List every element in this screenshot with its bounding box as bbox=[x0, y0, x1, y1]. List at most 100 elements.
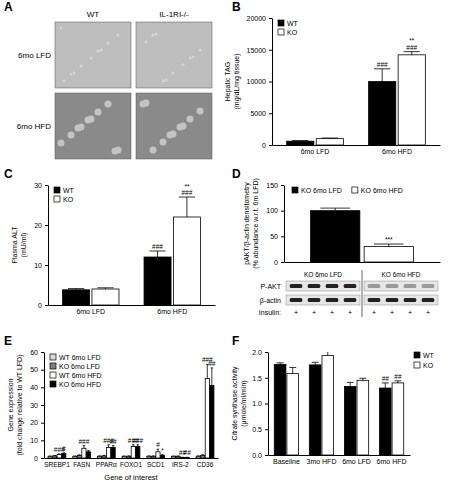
y-tick: 0 bbox=[274, 259, 284, 266]
blot-separator bbox=[362, 270, 363, 317]
significance-mark: ### bbox=[406, 44, 417, 51]
micrograph-texture bbox=[115, 147, 122, 154]
y-tick-mark bbox=[269, 50, 272, 51]
error-bar bbox=[99, 455, 100, 456]
y-tick-label: 10000 bbox=[247, 78, 267, 85]
micrograph-texture bbox=[60, 27, 63, 30]
error-cap bbox=[186, 457, 189, 458]
significance-mark: ### bbox=[132, 437, 143, 444]
y-tick: 150 bbox=[266, 182, 284, 189]
y-tick-mark bbox=[269, 113, 272, 114]
x-axis: Baseline3mo HFD6mo LFD6mo HFD bbox=[269, 455, 411, 465]
treatment-mark: + bbox=[312, 309, 316, 316]
x-tick-label: SCD1 bbox=[147, 461, 165, 468]
bar bbox=[77, 455, 81, 458]
y-tick-label: 0.5 bbox=[252, 426, 262, 433]
x-tick: FASN bbox=[73, 458, 90, 468]
y-tick-mark bbox=[265, 455, 268, 456]
y-axis-title: (μmole/ml/min) bbox=[240, 380, 248, 426]
y-tick-mark bbox=[265, 378, 268, 379]
error-bar bbox=[148, 455, 149, 456]
legend-label: WT bbox=[423, 352, 435, 359]
annotations: #### bbox=[382, 373, 402, 382]
micrograph-texture bbox=[70, 73, 73, 76]
error-bar bbox=[292, 367, 293, 373]
x-tick: 6mo LFD bbox=[301, 145, 330, 155]
chart-panel: B###**###050001000015000200006mo LFD6mo … bbox=[224, 0, 441, 155]
blot-band bbox=[386, 284, 399, 288]
legend-swatch bbox=[414, 362, 420, 368]
x-axis-line bbox=[273, 145, 441, 146]
micrograph-texture bbox=[165, 79, 168, 82]
legend-label: WT 6mo HFD bbox=[59, 372, 102, 379]
blot-band bbox=[422, 284, 435, 288]
panel-letter: D bbox=[232, 167, 241, 181]
x-tick-label: CD36 bbox=[197, 461, 214, 468]
chart-panel: E########################*####0102030405… bbox=[4, 334, 219, 482]
x-tick: IRS-2 bbox=[172, 458, 189, 468]
x-tick: Baseline bbox=[273, 455, 300, 465]
x-tick-label: 6mo LFD bbox=[301, 148, 330, 155]
micrograph-texture bbox=[150, 147, 157, 154]
error-cap bbox=[374, 68, 390, 69]
bar bbox=[122, 456, 126, 458]
blot-band bbox=[386, 298, 399, 302]
blot-row-label: P-AKT bbox=[260, 283, 281, 290]
bar bbox=[62, 454, 66, 458]
micrograph-texture bbox=[80, 65, 83, 68]
significance-mark: ### bbox=[181, 189, 192, 196]
y-tick: 1.0 bbox=[252, 400, 268, 407]
bar bbox=[210, 386, 214, 458]
legend: WTKO bbox=[54, 187, 75, 203]
blot-band bbox=[326, 284, 339, 288]
error-cap bbox=[202, 454, 205, 455]
y-tick: 10 bbox=[34, 262, 48, 269]
blot-band bbox=[404, 298, 417, 302]
error-cap bbox=[49, 456, 52, 457]
panel-letter: A bbox=[4, 0, 13, 14]
y-tick-label: 100 bbox=[266, 207, 278, 214]
micrograph-texture bbox=[143, 100, 150, 107]
y-tick: 10000 bbox=[247, 78, 272, 85]
error-bar bbox=[108, 445, 109, 448]
x-tick-label: 6mo HFD bbox=[157, 308, 187, 315]
bar bbox=[131, 447, 135, 458]
y-tick: 60 bbox=[30, 349, 44, 356]
significance-mark: # bbox=[62, 445, 66, 452]
legend-swatch bbox=[50, 354, 56, 360]
y-tick-label: 40 bbox=[30, 384, 38, 391]
y-tick: 30 bbox=[30, 402, 44, 409]
blot-row-label: β-actin bbox=[260, 297, 281, 305]
significance-mark: ### bbox=[78, 438, 89, 445]
blot-group-label: KO 6mo HFD bbox=[381, 271, 420, 278]
bar bbox=[392, 383, 404, 455]
micrograph-texture bbox=[187, 116, 194, 123]
y-tick-label: 1.0 bbox=[252, 400, 262, 407]
bar bbox=[287, 141, 314, 145]
y-tick: 5000 bbox=[250, 110, 272, 117]
y-tick-mark bbox=[41, 352, 44, 353]
significance-mark: # bbox=[156, 441, 160, 448]
panel-letter: F bbox=[232, 334, 239, 348]
error-bar bbox=[83, 446, 84, 449]
chart-panel: C###**###01020306mo LFD6mo HFDPlasma ALT… bbox=[4, 167, 216, 315]
bar bbox=[151, 456, 155, 458]
legend-swatch bbox=[292, 187, 298, 193]
error-cap bbox=[197, 455, 200, 456]
error-cap bbox=[172, 456, 175, 457]
error-cap bbox=[359, 378, 366, 379]
y-axis-title: Hepatic TAG bbox=[224, 62, 232, 101]
legend: WTKO bbox=[414, 352, 435, 369]
bar bbox=[53, 456, 57, 458]
micrograph-texture bbox=[192, 56, 195, 59]
bar bbox=[136, 447, 140, 458]
y-tick-label: 20000 bbox=[247, 15, 267, 22]
x-axis-title: Gene of interest bbox=[104, 473, 158, 482]
blot-band bbox=[290, 298, 303, 302]
y-tick-label: 10 bbox=[34, 262, 42, 269]
y-tick: 40 bbox=[30, 384, 44, 391]
error-cap bbox=[161, 454, 164, 455]
y-axis: 0.00.51.01.52.0 bbox=[252, 349, 268, 459]
significance-mark: ### bbox=[377, 61, 388, 68]
legend-label: KO 6mo LFD bbox=[301, 187, 342, 194]
